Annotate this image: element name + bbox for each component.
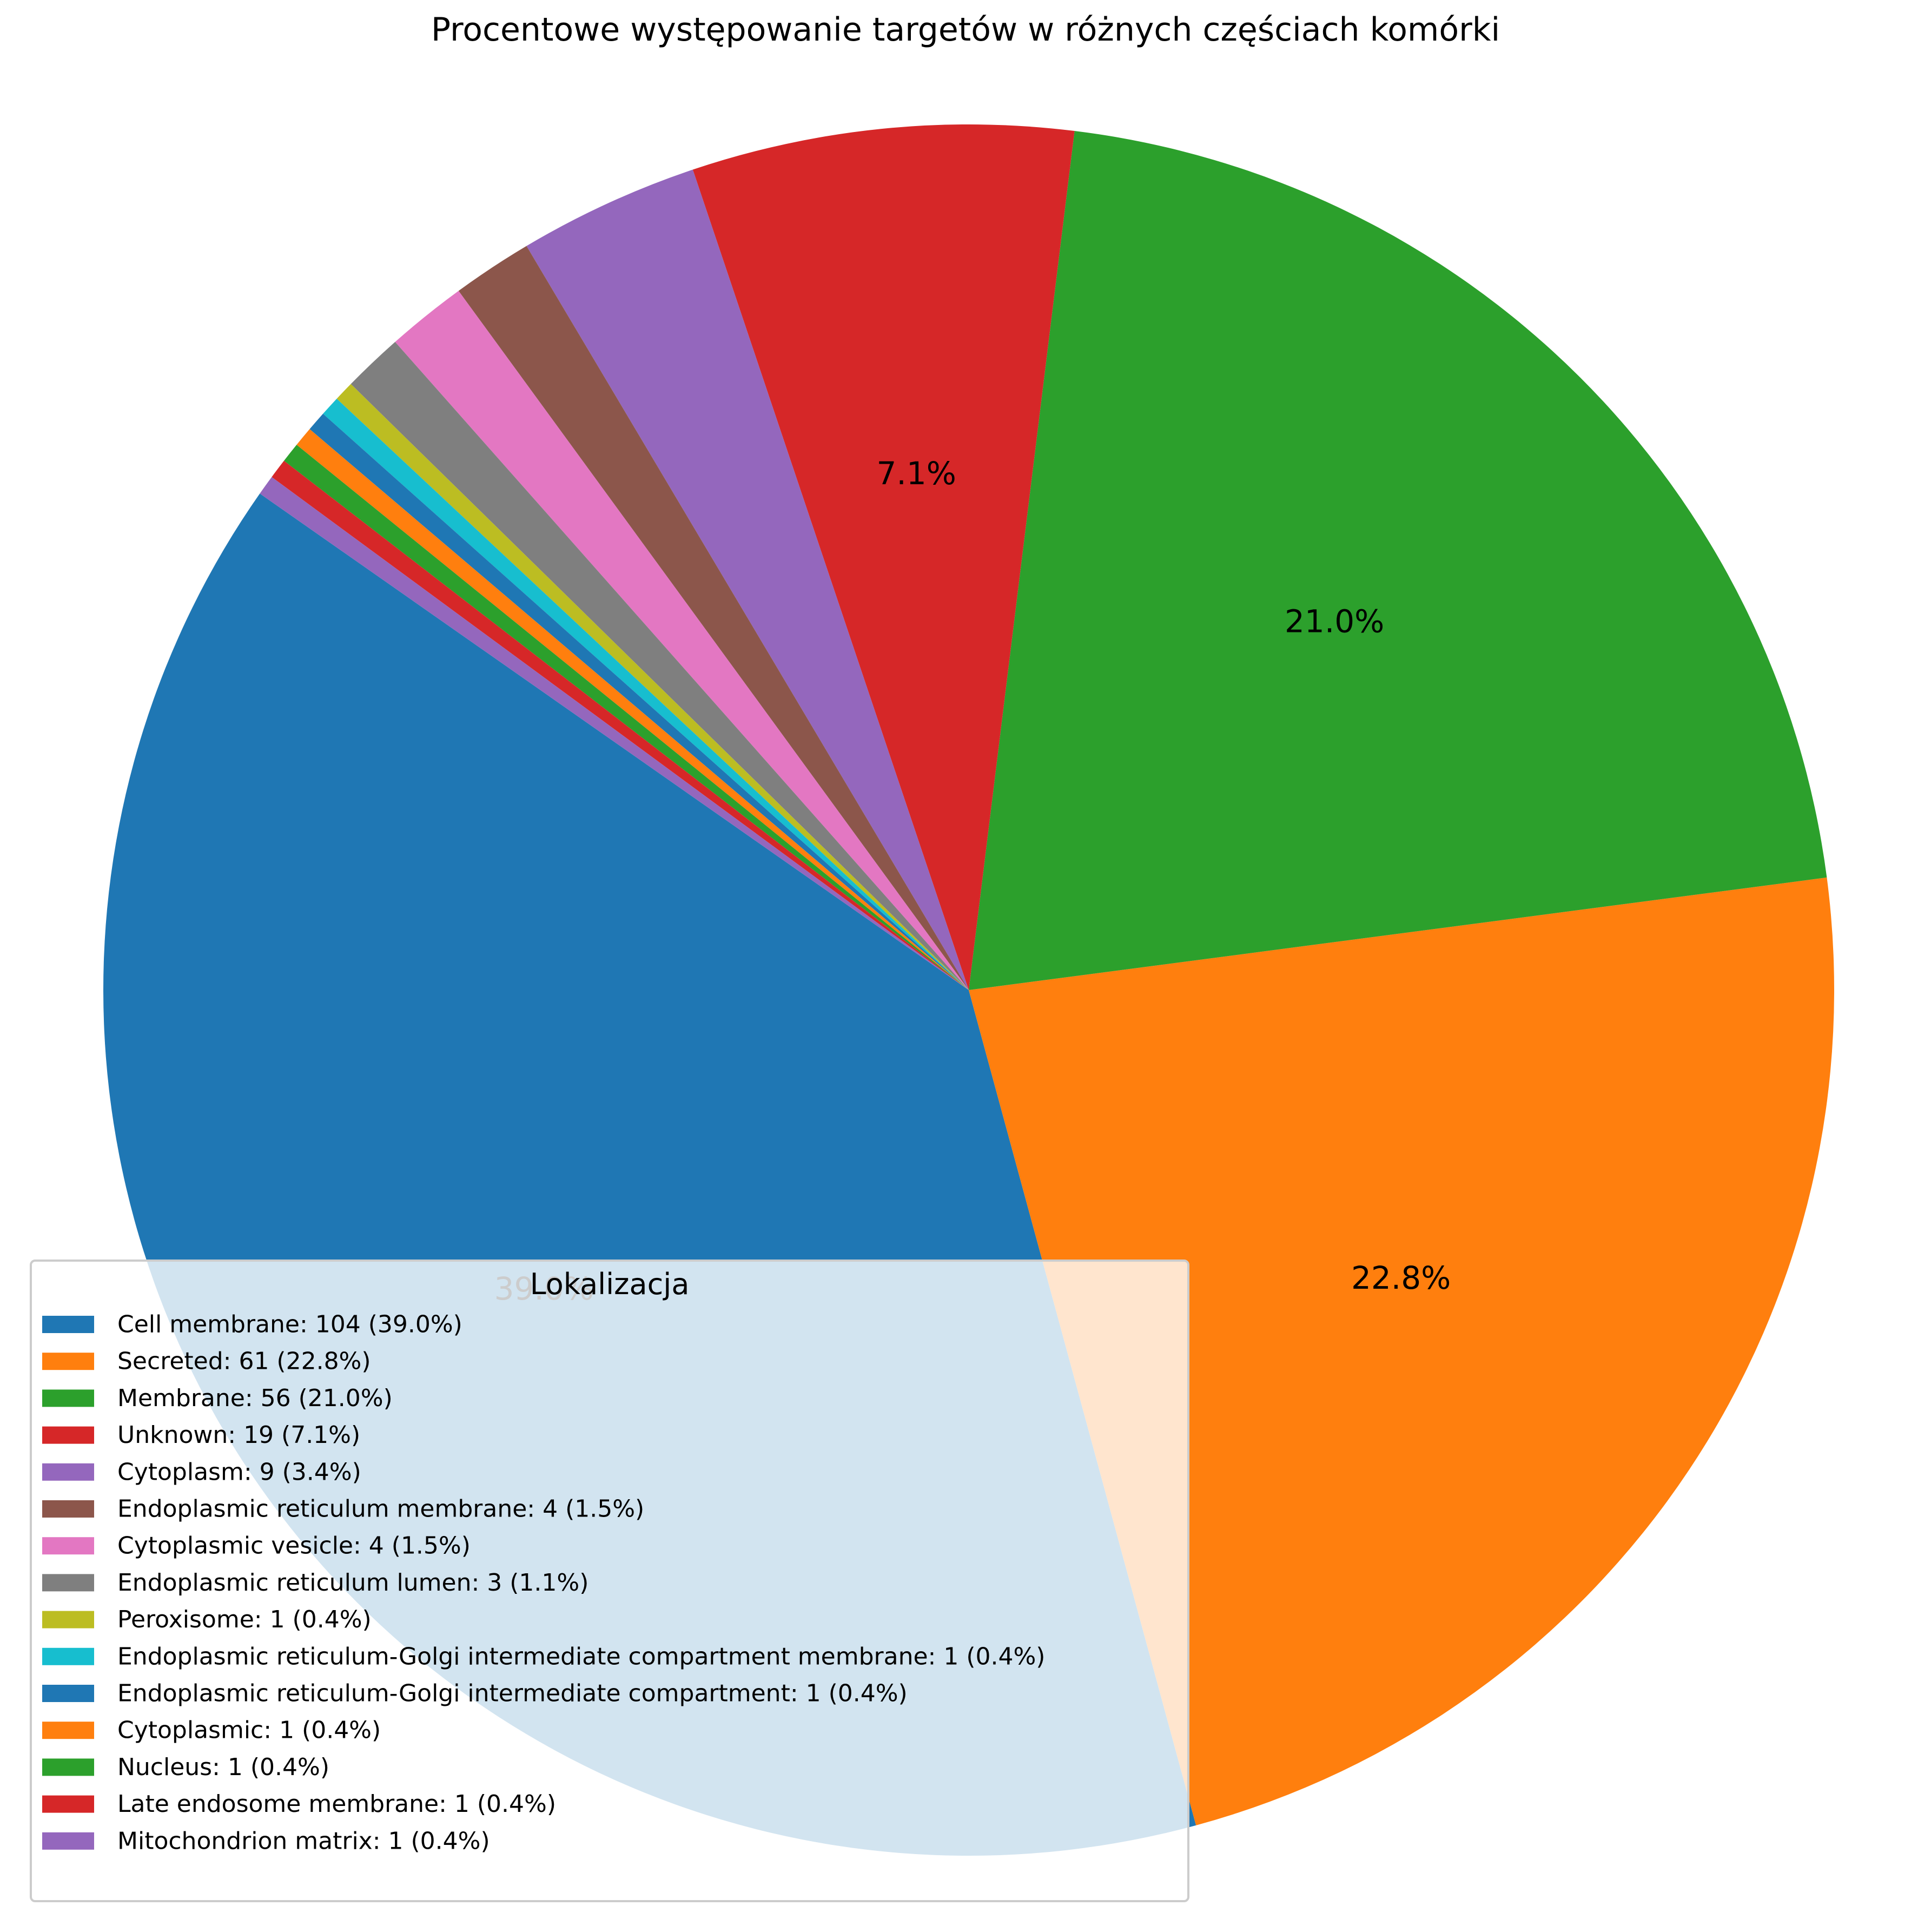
legend-swatch <box>42 1316 94 1333</box>
pie-slice-late-endosome-membrane <box>272 460 969 990</box>
slice-percent-label: 7.1% <box>877 455 956 492</box>
pie-slice-endoplasmic-reticulum-golgi-intermediate-compartment <box>309 413 969 990</box>
legend-label: Cytoplasmic: 1 (0.4%) <box>117 1717 381 1744</box>
legend-item: Cytoplasmic vesicle: 4 (1.5%) <box>42 1532 471 1560</box>
legend-item: Mitochondrion matrix: 1 (0.4%) <box>42 1827 490 1855</box>
chart-title: Procentowe występowanie targetów w różny… <box>431 11 1500 49</box>
legend-item: Endoplasmic reticulum lumen: 3 (1.1%) <box>42 1569 588 1597</box>
legend: Lokalizacja Cell membrane: 104 (39.0%) Se… <box>30 1260 1189 1902</box>
legend-label: Cell membrane: 104 (39.0%) <box>117 1311 462 1338</box>
legend-label: Membrane: 56 (21.0%) <box>117 1384 393 1412</box>
pie-slice-nucleus <box>283 445 969 990</box>
legend-label: Peroxisome: 1 (0.4%) <box>117 1606 372 1633</box>
legend-label: Unknown: 19 (7.1%) <box>117 1421 360 1449</box>
pie-slice-cytoplasm <box>526 169 969 990</box>
legend-item: Endoplasmic reticulum-Golgi intermediate… <box>42 1680 908 1707</box>
legend-swatch <box>42 1722 94 1739</box>
pie-slice-endoplasmic-reticulum-membrane <box>458 246 969 990</box>
pie-slice-peroxisome <box>336 384 969 991</box>
legend-label: Endoplasmic reticulum membrane: 4 (1.5%) <box>117 1495 644 1523</box>
slice-percent-label: 22.8% <box>1351 1260 1451 1296</box>
legend-item: Endoplasmic reticulum-Golgi intermediate… <box>42 1643 1045 1670</box>
legend-swatch <box>42 1611 94 1628</box>
legend-item: Cytoplasmic: 1 (0.4%) <box>42 1717 381 1744</box>
legend-item: Peroxisome: 1 (0.4%) <box>42 1606 372 1633</box>
legend-swatch <box>42 1758 94 1776</box>
legend-label: Endoplasmic reticulum-Golgi intermediate… <box>117 1643 1045 1670</box>
pie-slice-membrane <box>969 131 1827 990</box>
legend-title: Lokalizacja <box>530 1267 690 1301</box>
slice-percent-label: 21.0% <box>1285 603 1384 640</box>
legend-swatch <box>42 1353 94 1370</box>
legend-item: Late endosome membrane: 1 (0.4%) <box>42 1790 556 1818</box>
legend-swatch <box>42 1500 94 1518</box>
pie-slice-unknown <box>692 124 1075 990</box>
legend-item: Cell membrane: 104 (39.0%) <box>42 1311 462 1338</box>
legend-label: Nucleus: 1 (0.4%) <box>117 1753 329 1781</box>
pie-slice-cytoplasmic <box>296 429 969 990</box>
legend-label: Cytoplasmic vesicle: 4 (1.5%) <box>117 1532 471 1560</box>
legend-item: Unknown: 19 (7.1%) <box>42 1421 360 1449</box>
legend-label: Cytoplasm: 9 (3.4%) <box>117 1458 361 1486</box>
legend-item: Cytoplasm: 9 (3.4%) <box>42 1458 361 1486</box>
legend-item: Nucleus: 1 (0.4%) <box>42 1753 329 1781</box>
legend-item: Endoplasmic reticulum membrane: 4 (1.5%) <box>42 1495 644 1523</box>
legend-swatch <box>42 1463 94 1481</box>
legend-label: Mitochondrion matrix: 1 (0.4%) <box>117 1827 490 1855</box>
legend-label: Late endosome membrane: 1 (0.4%) <box>117 1790 556 1818</box>
legend-items: Cell membrane: 104 (39.0%) Secreted: 61 (… <box>42 1311 1045 1855</box>
legend-box <box>30 1260 1189 1902</box>
legend-swatch <box>42 1795 94 1813</box>
legend-item: Secreted: 61 (22.8%) <box>42 1348 371 1375</box>
legend-swatch <box>42 1685 94 1702</box>
pie-slice-cytoplasmic-vesicle <box>395 291 969 991</box>
legend-label: Endoplasmic reticulum-Golgi intermediate… <box>117 1680 908 1707</box>
legend-swatch <box>42 1647 94 1665</box>
legend-swatch <box>42 1389 94 1407</box>
legend-swatch <box>42 1832 94 1850</box>
legend-label: Endoplasmic reticulum lumen: 3 (1.1%) <box>117 1569 588 1597</box>
pie-slice-mitochondrion-matrix <box>260 477 969 990</box>
legend-label: Secreted: 61 (22.8%) <box>117 1348 371 1375</box>
legend-swatch <box>42 1574 94 1592</box>
legend-item: Membrane: 56 (21.0%) <box>42 1384 393 1412</box>
pie-slice-endoplasmic-reticulum-golgi-intermediate-compartment-membrane <box>323 398 969 990</box>
pie-slice-endoplasmic-reticulum-lumen <box>351 341 969 990</box>
legend-swatch <box>42 1426 94 1444</box>
legend-swatch <box>42 1537 94 1555</box>
